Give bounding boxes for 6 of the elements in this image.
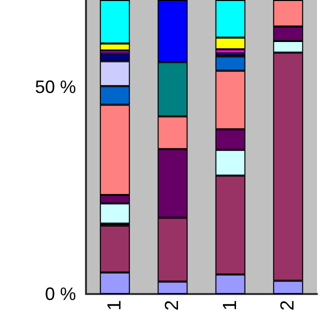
x-tick-label: 2 — [278, 300, 299, 311]
y-tick-label: 0 % — [44, 284, 76, 304]
x-tick-label: 1 — [104, 300, 126, 311]
x-tick-label: 1 — [220, 300, 241, 311]
x-tick-label: 2 — [162, 300, 184, 311]
y-tick-label: 50 % — [34, 76, 76, 97]
